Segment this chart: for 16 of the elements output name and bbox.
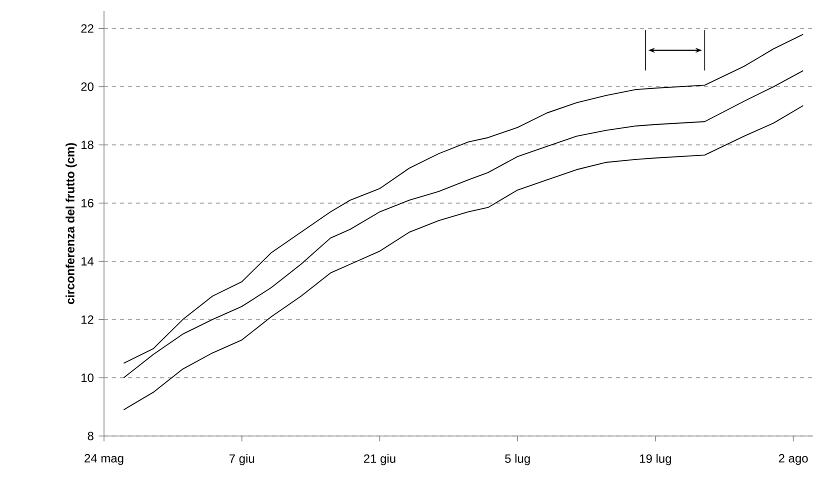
y-tick-label: 12 (82, 315, 94, 324)
line-series (123, 105, 804, 410)
y-tick-label: 8 (88, 432, 94, 440)
y-tick-label: 10 (82, 374, 94, 382)
x-tick-label: 5 lug (505, 454, 530, 466)
x-tick-label: 21 giu (364, 454, 396, 466)
x-tick-label: 19 lug (640, 454, 671, 466)
y-tick-label: 18 (82, 140, 94, 150)
y-tick-label: 22 (81, 24, 94, 33)
x-tick-label: 7 giu (229, 454, 254, 466)
y-axis-title: circonferenza del frutto (cm) (66, 143, 77, 304)
y-tick-label: 16 (82, 198, 94, 208)
y-tick-label: 14 (82, 257, 94, 266)
x-tick-label: 2 ago (778, 454, 808, 465)
y-tick-label: 20 (81, 82, 94, 91)
x-tick-label: 24 mag (84, 454, 124, 465)
